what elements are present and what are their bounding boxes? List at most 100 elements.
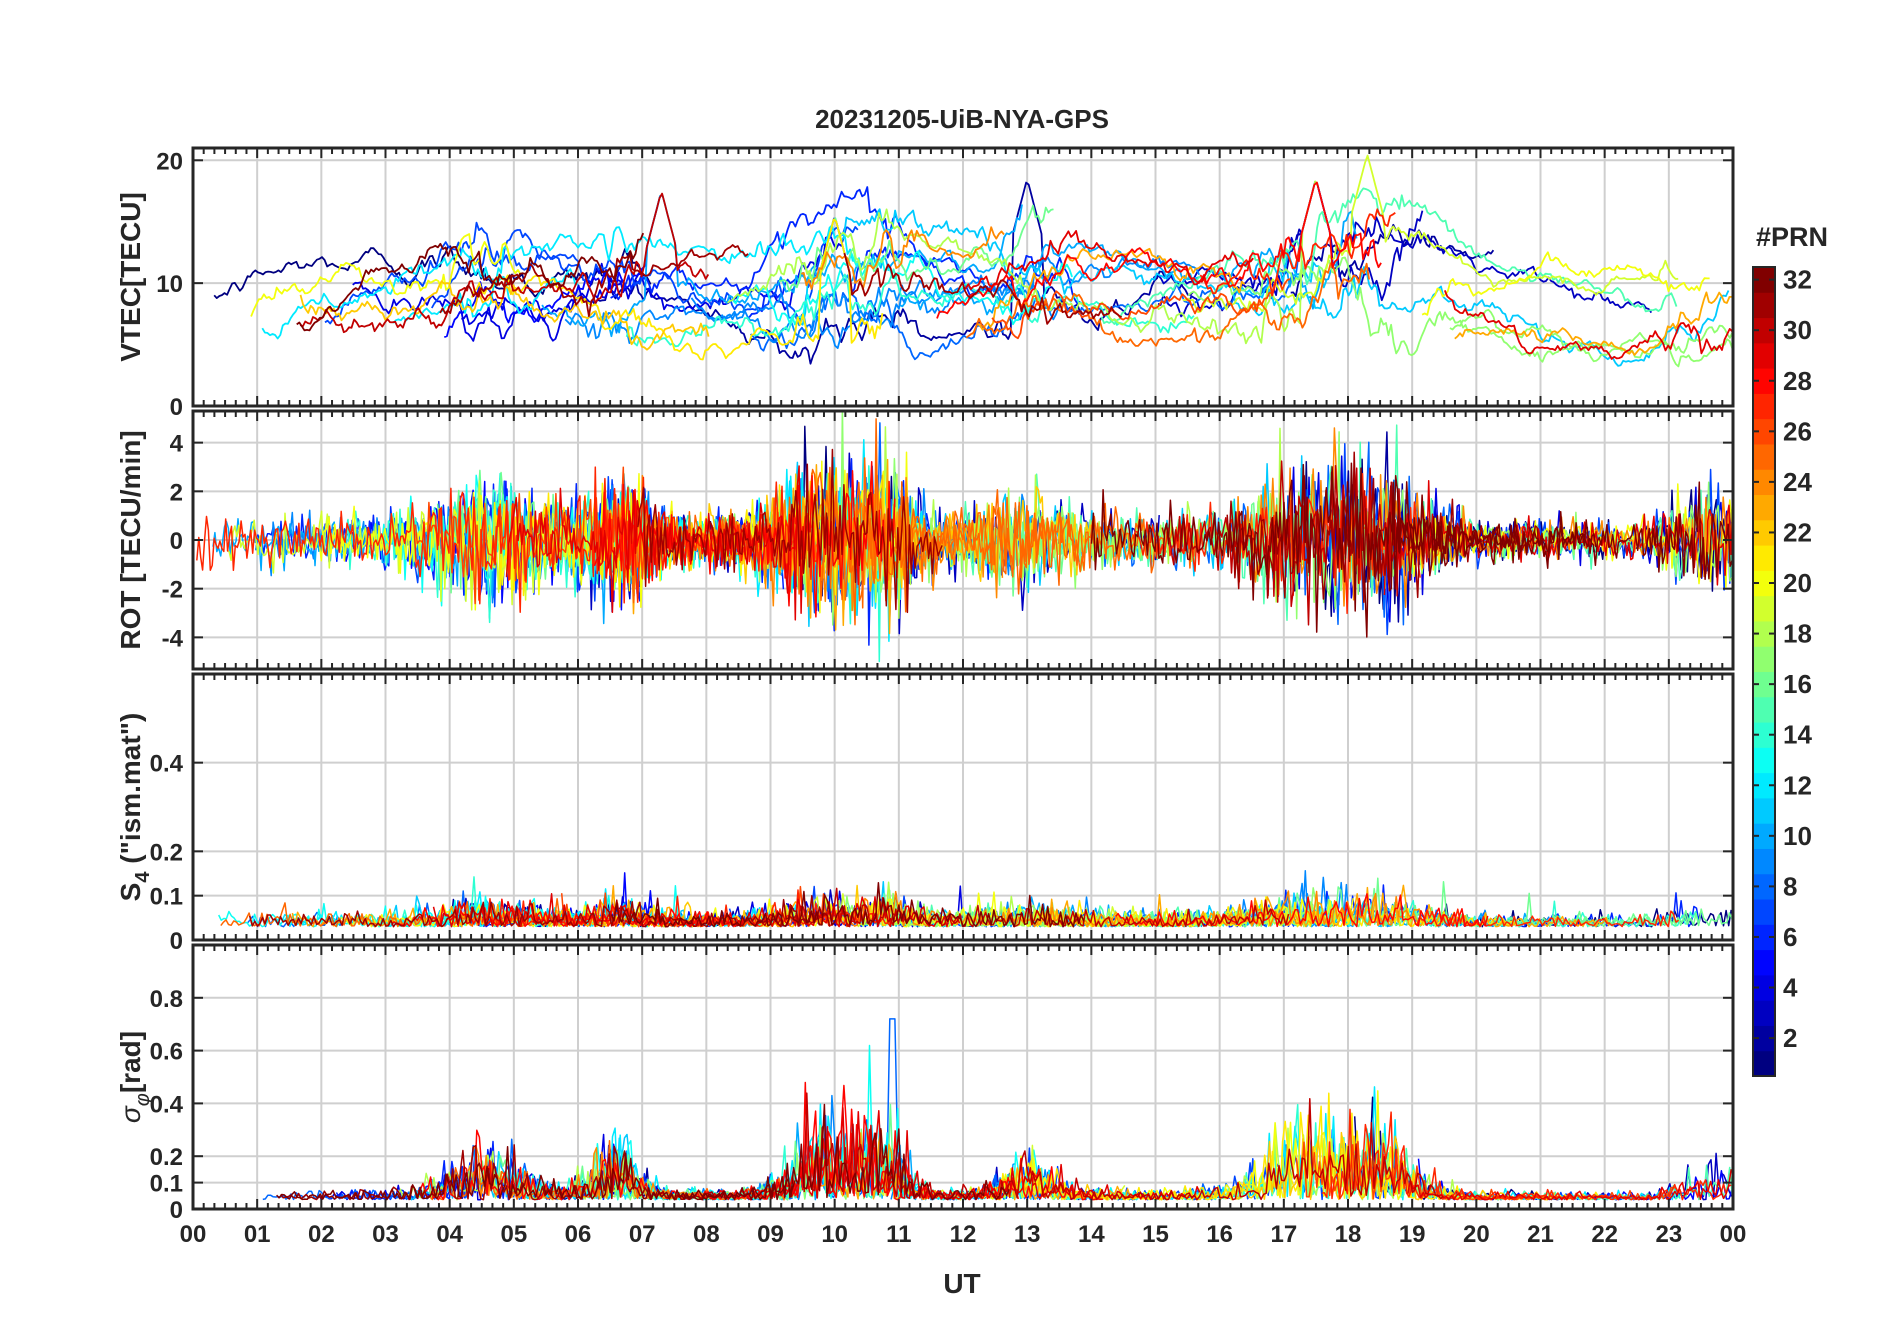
- y-tick-label: -2: [162, 577, 183, 604]
- colorbar-segment-11: [1753, 797, 1775, 824]
- y-tick-label: 0: [170, 394, 183, 421]
- colorbar-tick-label: 32: [1783, 265, 1812, 295]
- y-label-main: σ: [115, 1105, 146, 1123]
- colorbar-segment-7: [1753, 899, 1775, 925]
- series-line-prn-17: [1449, 308, 1733, 368]
- y-axis-label-sigma_phi: σφ[rad]: [115, 1031, 154, 1123]
- colorbar-tick-label: 22: [1783, 517, 1812, 547]
- x-tick-label: 19: [1399, 1221, 1426, 1248]
- colorbar-segment-13: [1753, 747, 1775, 774]
- series-line-prn-19: [1182, 154, 1679, 314]
- series-line-prn-24: [823, 890, 1423, 928]
- colorbar-tick-label: 28: [1783, 366, 1812, 396]
- colorbar-segment-15: [1753, 696, 1775, 723]
- y-label-sub: φ: [132, 1093, 154, 1106]
- series-line-prn-27: [1321, 1108, 1577, 1201]
- y-axis-label-rot: ROT [TECU/min]: [115, 430, 146, 649]
- series-line-prn-31: [637, 448, 943, 614]
- series-line-prn-20: [250, 233, 522, 317]
- series-line-prn-6: [610, 186, 989, 301]
- colorbar-segment-20: [1753, 570, 1775, 597]
- minor-ticks-rot: [192, 411, 1734, 669]
- x-tick-label: 01: [244, 1221, 271, 1248]
- series-line-prn-3: [1152, 181, 1653, 314]
- x-tick-label: 03: [372, 1221, 399, 1248]
- colorbar-segment-2: [1753, 1025, 1775, 1052]
- colorbar-segment-18: [1753, 620, 1775, 647]
- x-tick-label: 10: [821, 1221, 848, 1248]
- series-line-prn-26: [991, 276, 1291, 340]
- series-line-prn-12: [261, 248, 579, 340]
- series-line-prn-27: [481, 889, 894, 928]
- series-line-prn-24: [467, 1145, 708, 1201]
- series-line-prn-29: [963, 229, 1254, 291]
- y-tick-label: -4: [162, 625, 184, 652]
- colorbar-segment-19: [1753, 595, 1775, 622]
- colorbar-segment-25: [1753, 443, 1775, 470]
- colorbar-segment-31: [1753, 292, 1775, 319]
- y-label-sub: 4: [132, 871, 154, 883]
- y-label-rest: ("ism.mat"): [115, 713, 146, 872]
- colorbar-title: #PRN: [1756, 222, 1828, 252]
- x-tick-label: 22: [1591, 1221, 1618, 1248]
- series-line-prn-32: [677, 1103, 1010, 1201]
- x-tick-label: 16: [1206, 1221, 1233, 1248]
- panel-s4: 00.10.20.4S4 ("ism.mat"): [115, 672, 1735, 955]
- series-line-prn-25: [965, 262, 1370, 347]
- colorbar-segment-17: [1753, 646, 1775, 672]
- x-tick-label: 00: [1720, 1221, 1747, 1248]
- y-tick-label: 4: [170, 431, 184, 458]
- series-line-prn-23: [1033, 884, 1610, 928]
- series-line-prn-11: [799, 208, 1328, 326]
- colorbar-segment-12: [1753, 772, 1775, 799]
- series-line-prn-29: [1443, 290, 1733, 360]
- series-group-vtec: [213, 154, 1733, 368]
- series-group-sigma_phi: [262, 1018, 1733, 1201]
- series-line-prn-31: [439, 244, 749, 318]
- colorbar-segment-23: [1753, 494, 1775, 521]
- y-tick-label: 0: [170, 528, 183, 555]
- colorbar-segment-22: [1753, 519, 1775, 546]
- minor-ticks-sigma_phi: [192, 945, 1734, 1209]
- x-tick-label: 12: [950, 1221, 977, 1248]
- series-line-prn-24: [801, 226, 1005, 291]
- y-tick-label: 0.4: [150, 1091, 184, 1118]
- y-tick-label: 0.2: [150, 839, 183, 866]
- colorbar-segment-28: [1753, 368, 1775, 394]
- series-line-prn-18: [726, 180, 1319, 345]
- colorbar-tick-label: 8: [1783, 871, 1797, 901]
- series-group-s4: [218, 870, 1733, 928]
- colorbar-segment-3: [1753, 1000, 1775, 1026]
- series-line-prn-32: [610, 881, 1085, 928]
- colorbar-segment-9: [1753, 848, 1775, 875]
- colorbar-segment-14: [1753, 722, 1775, 748]
- series-line-prn-30: [803, 1092, 1444, 1201]
- y-axis-label-s4: S4 ("ism.mat"): [115, 713, 154, 902]
- colorbar-segment-10: [1753, 823, 1775, 849]
- x-tick-label: 20: [1463, 1221, 1490, 1248]
- series-line-prn-1: [213, 245, 652, 300]
- panel-sigma_phi: 00.10.2 0.4 0.6 0.8 σφ[rad]: [115, 943, 1735, 1224]
- colorbar-tick-label: 14: [1783, 720, 1812, 750]
- x-tick-label: 05: [500, 1221, 527, 1248]
- colorbar-tick-label: 20: [1783, 568, 1812, 598]
- x-tick-label: 18: [1335, 1221, 1362, 1248]
- panel-rot: -4 -2 0 2 4 ROT [TECU/min]: [115, 409, 1735, 671]
- x-tick-label: 07: [629, 1221, 656, 1248]
- x-tick-label: 13: [1014, 1221, 1041, 1248]
- colorbar-tick-label: 6: [1783, 922, 1797, 952]
- minor-ticks-vtec: [192, 148, 1734, 406]
- series-line-prn-31: [248, 895, 831, 928]
- colorbar-tick-label: 30: [1783, 315, 1812, 345]
- x-tick-label: 04: [436, 1221, 463, 1248]
- series-line-prn-32: [1386, 481, 1733, 592]
- y-label-rest: [rad]: [115, 1031, 146, 1093]
- series-line-prn-30: [299, 192, 710, 334]
- series-line-prn-23: [1454, 291, 1732, 356]
- x-tick-label: 00: [180, 1221, 207, 1248]
- series-line-prn-11: [1232, 266, 1730, 367]
- colorbar-tick-label: 12: [1783, 770, 1812, 800]
- x-tick-label: 09: [757, 1221, 784, 1248]
